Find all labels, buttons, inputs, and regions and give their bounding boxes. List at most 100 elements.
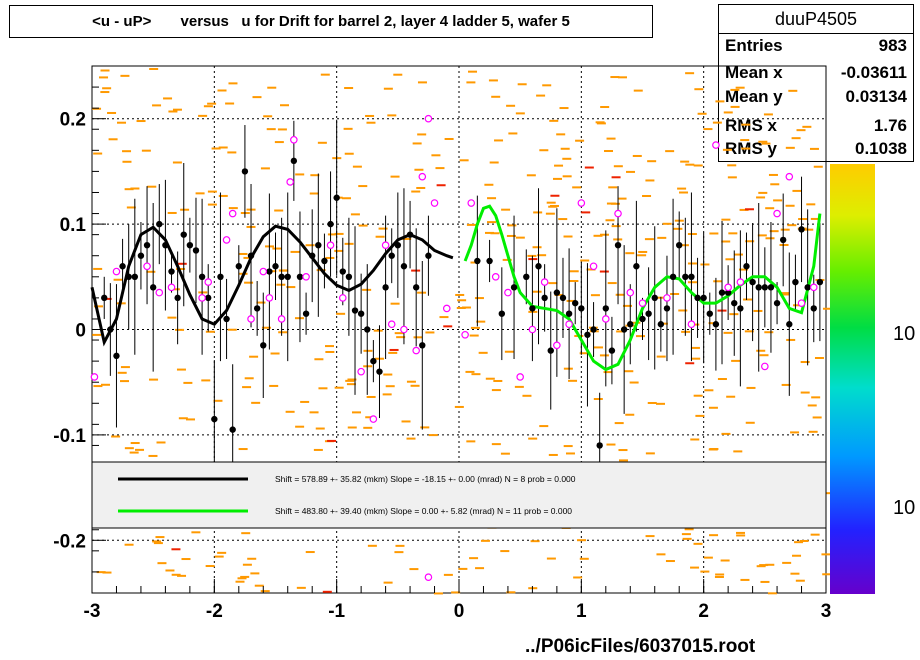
data-point-filled	[541, 294, 548, 302]
data-point-filled	[535, 263, 542, 270]
histogram-bin	[93, 152, 103, 155]
data-point-filled	[168, 268, 175, 275]
histogram-bin	[685, 163, 695, 166]
histogram-bin	[214, 555, 224, 558]
data-point-filled	[321, 257, 328, 265]
histogram-bin	[358, 185, 368, 188]
data-point-filled	[211, 415, 218, 423]
histogram-bin	[346, 383, 356, 386]
histogram-bin	[267, 86, 277, 89]
histogram-bin	[420, 426, 430, 429]
data-point-filled	[761, 284, 769, 291]
histogram-bin	[417, 291, 427, 294]
histogram-bin	[276, 283, 286, 286]
data-point-open	[491, 272, 500, 281]
histogram-bin	[677, 187, 687, 190]
histogram-bin	[693, 542, 703, 545]
histogram-bin	[526, 174, 536, 177]
data-point-filled	[223, 315, 230, 323]
histogram-bin	[758, 191, 768, 194]
histogram-bin	[310, 174, 320, 177]
histogram-bin	[280, 104, 290, 107]
histogram-bin	[113, 278, 123, 281]
histogram-bin	[629, 381, 639, 384]
data-point-filled	[149, 284, 157, 291]
histogram-bin	[318, 387, 328, 390]
histogram-bin	[260, 167, 270, 170]
histogram-bin	[277, 128, 287, 131]
histogram-bin	[152, 104, 162, 107]
histogram-bin	[616, 330, 626, 333]
histogram-bin	[241, 532, 251, 535]
histogram-bin	[317, 141, 327, 144]
histogram-bin	[471, 373, 481, 376]
data-point-filled	[786, 321, 793, 328]
histogram-bin	[93, 305, 103, 308]
histogram-bin	[726, 395, 736, 398]
histogram-bin	[300, 400, 310, 403]
data-point-open	[247, 315, 255, 323]
histogram-bin	[721, 240, 731, 243]
data-point-filled	[657, 321, 665, 328]
histogram-bin	[611, 225, 621, 228]
histogram-bin	[266, 128, 276, 131]
histogram-bin	[367, 544, 377, 547]
data-point-filled	[260, 342, 267, 349]
data-point-filled	[773, 299, 781, 307]
data-point-filled	[663, 305, 671, 312]
histogram-bin	[315, 427, 325, 430]
histogram-bin	[645, 535, 655, 538]
data-point-open	[553, 341, 561, 350]
data-point-open	[381, 241, 390, 249]
histogram-bin	[227, 328, 237, 331]
histogram-bin	[100, 69, 110, 72]
histogram-bin	[715, 573, 725, 576]
histogram-bin	[466, 440, 476, 443]
data-point-open	[143, 262, 151, 271]
histogram-bin	[171, 573, 181, 576]
histogram-bin	[606, 137, 616, 140]
histogram-bin	[425, 331, 435, 334]
histogram-bin	[314, 358, 324, 361]
histogram-bin	[563, 445, 573, 448]
histogram-bin	[484, 183, 494, 186]
histogram-bin	[703, 556, 713, 559]
histogram-bin	[177, 574, 187, 577]
data-point-open	[638, 299, 647, 307]
histogram-bin	[124, 188, 134, 191]
histogram-bin	[800, 361, 810, 364]
data-point-open	[565, 320, 573, 329]
histogram-bin	[366, 121, 376, 124]
histogram-bin	[605, 219, 615, 222]
histogram-bin	[417, 81, 427, 84]
histogram-bin	[201, 379, 211, 382]
histogram-bin	[242, 563, 252, 566]
data-point-open	[259, 267, 268, 276]
histogram-bin	[122, 160, 132, 163]
histogram-bin	[410, 384, 420, 387]
data-point-filled	[596, 442, 603, 449]
histogram-bin	[693, 164, 703, 167]
data-point-filled	[633, 263, 640, 270]
data-point-filled	[388, 252, 395, 259]
data-point-filled	[816, 278, 824, 286]
data-point-filled	[602, 305, 609, 312]
histogram-bin	[491, 389, 501, 392]
histogram-bin	[552, 177, 562, 180]
histogram-bin	[401, 420, 411, 423]
data-point-filled	[718, 289, 726, 296]
histogram-bin	[416, 186, 426, 189]
histogram-bin	[700, 570, 710, 573]
data-point-filled	[804, 284, 811, 291]
histogram-bin	[645, 452, 655, 455]
histogram-bin	[500, 550, 510, 553]
histogram-bin	[252, 96, 262, 99]
histogram-bin	[573, 576, 583, 579]
histogram-bin	[168, 110, 178, 113]
histogram-bin	[365, 416, 375, 419]
histogram-bin	[743, 298, 753, 301]
histogram-bin	[550, 194, 560, 197]
histogram-bin	[697, 112, 707, 115]
histogram-bin	[468, 70, 478, 73]
histogram-bin	[787, 224, 797, 227]
